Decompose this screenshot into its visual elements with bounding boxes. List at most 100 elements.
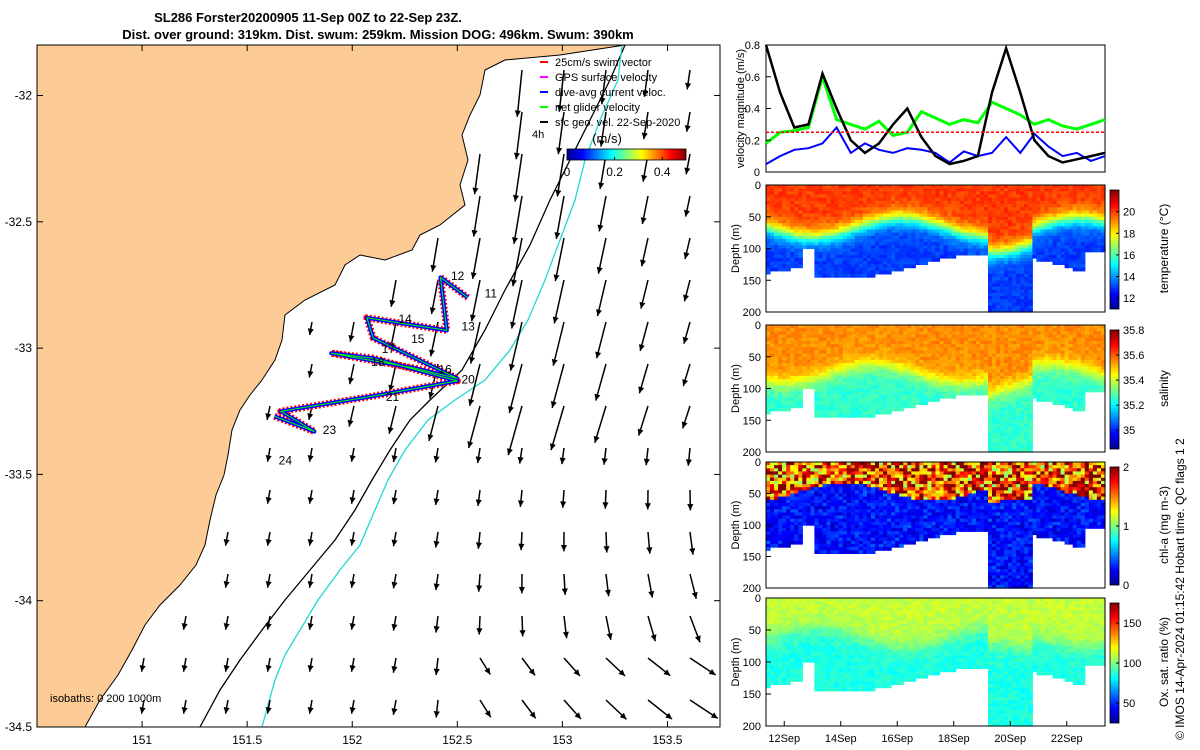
profile-cell	[899, 334, 904, 339]
profile-cell	[1092, 188, 1098, 192]
profile-cell	[854, 363, 860, 367]
profile-cell	[899, 369, 904, 374]
profile-cell	[1044, 191, 1050, 196]
profile-cell	[895, 337, 900, 342]
profile-cell	[951, 229, 957, 234]
profile-cell	[818, 204, 824, 208]
profile-cell	[1072, 223, 1078, 227]
profile-cell	[810, 210, 815, 215]
profile-cell	[1048, 223, 1054, 227]
profile-cell	[996, 267, 1001, 272]
profile-cell	[1096, 232, 1102, 237]
profile-cell	[850, 391, 856, 396]
profile-cell	[830, 197, 836, 202]
profile-cell	[915, 188, 920, 192]
profile-cell	[810, 185, 815, 189]
profile-cell	[770, 328, 775, 332]
profile-cell	[838, 254, 844, 259]
profile-cell	[879, 366, 884, 371]
profile-cell	[822, 273, 828, 278]
profile-cell	[1000, 197, 1005, 202]
profile-cell	[975, 229, 981, 234]
profile-cell	[1056, 185, 1062, 189]
profile-cell	[1004, 191, 1009, 196]
profile-cell	[943, 188, 949, 192]
profile-cell	[1032, 394, 1037, 399]
profile-cell	[794, 248, 799, 253]
profile-cell	[967, 245, 973, 250]
velocity-arrowhead	[685, 82, 692, 90]
profile-cell	[1052, 229, 1058, 234]
profile-cell	[975, 235, 981, 240]
profile-cell	[834, 273, 840, 278]
profile-cell	[830, 188, 836, 192]
profile-cell	[834, 248, 840, 253]
profile-cell	[1028, 194, 1033, 199]
profile-cell	[770, 347, 775, 351]
profile-cell	[858, 232, 864, 237]
profile-cell	[870, 356, 876, 361]
profile-cell	[931, 239, 937, 243]
profile-cell	[870, 382, 876, 386]
profile-cell	[834, 366, 840, 371]
profile-cell	[1080, 245, 1086, 250]
profile-cell	[895, 226, 900, 231]
profile-cell	[1016, 210, 1021, 215]
profile-cell	[810, 363, 815, 367]
profile-cell	[1080, 267, 1086, 272]
profile-cell	[967, 251, 973, 256]
profile-cell	[1068, 258, 1074, 262]
profile-cell	[887, 369, 892, 374]
profile-cell	[1101, 229, 1106, 234]
profile-cell	[1088, 188, 1094, 192]
profile-cell	[931, 200, 937, 205]
profile-cell	[838, 398, 844, 402]
profile-cell	[846, 191, 852, 196]
profile-cell	[862, 328, 868, 332]
profile-cell	[810, 229, 815, 234]
profile-cell	[814, 407, 819, 412]
profile-cell	[875, 185, 880, 189]
profile-cell	[846, 391, 852, 396]
profile-cell	[975, 194, 981, 199]
profile-cell	[895, 267, 900, 272]
profile-cell	[879, 213, 884, 218]
profile-cell	[971, 248, 977, 253]
profile-cell	[996, 188, 1001, 192]
profile-cell	[790, 232, 795, 237]
velocity-arrow	[557, 111, 565, 155]
profile-cell	[826, 353, 832, 358]
profile-cell	[963, 239, 969, 243]
profile-cell	[899, 191, 904, 196]
profile-cell	[996, 280, 1001, 285]
profile-cell	[895, 375, 900, 380]
profile-cell	[822, 235, 828, 240]
profile-cell	[834, 363, 840, 367]
profile-cell	[875, 334, 880, 339]
profile-cell	[1024, 277, 1029, 281]
profile-cell	[778, 264, 783, 269]
velocity-arrow	[552, 321, 565, 366]
velocity-arrowhead	[574, 712, 581, 720]
profile-cell	[1092, 229, 1098, 234]
profile-cell	[838, 270, 844, 275]
profile-cell	[810, 375, 815, 380]
profile-cell	[911, 194, 916, 199]
profile-cell	[915, 210, 920, 215]
map-y-tick-label: -32	[15, 89, 33, 103]
profile-cell	[770, 188, 775, 192]
profile-cell	[814, 229, 819, 234]
profile-cell	[1028, 308, 1033, 313]
profile-cell	[1000, 296, 1005, 300]
profile-cell	[879, 369, 884, 374]
profile-y-label: Depth (m)	[730, 224, 742, 273]
profile-cell	[818, 407, 824, 412]
profile-cell	[955, 232, 961, 237]
profile-cell	[846, 353, 852, 358]
profile-cell	[975, 391, 981, 396]
profile-cell	[862, 385, 868, 390]
profile-cell	[1060, 188, 1066, 192]
profile-cell	[1040, 200, 1045, 205]
velocity-arrowhead	[433, 668, 440, 676]
profile-cell	[887, 388, 892, 393]
